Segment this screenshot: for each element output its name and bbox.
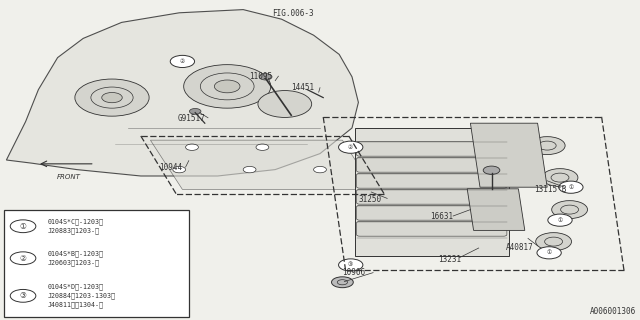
Text: ①: ① (20, 222, 26, 231)
Text: ①: ① (568, 185, 573, 190)
Text: 10966: 10966 (342, 268, 365, 277)
Circle shape (548, 214, 572, 226)
Text: 13231: 13231 (438, 255, 461, 264)
Circle shape (10, 252, 36, 265)
Circle shape (173, 166, 186, 173)
Text: ③: ③ (20, 291, 26, 300)
Text: 10944: 10944 (159, 163, 182, 172)
Text: 13115*B: 13115*B (534, 185, 567, 194)
Circle shape (170, 55, 195, 68)
Text: A40817: A40817 (506, 243, 533, 252)
Polygon shape (467, 189, 525, 230)
Circle shape (102, 92, 122, 103)
Text: 0104S*D（-1203）
J20884、1203-1303）
J40811　（1304-）: 0104S*D（-1203） J20884、1203-1303） J40811 … (47, 284, 115, 308)
Circle shape (256, 144, 269, 150)
Text: ①: ① (557, 218, 563, 223)
Text: 0104S*B（-1203）
J20603、1203-）: 0104S*B（-1203） J20603、1203-） (47, 251, 104, 266)
Text: ①: ① (547, 250, 552, 255)
FancyBboxPatch shape (356, 173, 507, 188)
FancyBboxPatch shape (356, 141, 507, 156)
Text: 14451: 14451 (291, 83, 314, 92)
FancyBboxPatch shape (356, 205, 507, 220)
Circle shape (542, 169, 578, 187)
FancyBboxPatch shape (4, 210, 189, 317)
Circle shape (339, 141, 363, 153)
Text: A006001306: A006001306 (590, 307, 636, 316)
Circle shape (314, 166, 326, 173)
Circle shape (258, 91, 312, 117)
Circle shape (483, 166, 500, 174)
Text: ②: ② (348, 145, 353, 150)
Circle shape (332, 277, 353, 288)
Circle shape (259, 74, 272, 80)
Text: G91517: G91517 (178, 114, 205, 123)
Polygon shape (150, 140, 374, 189)
Circle shape (10, 220, 36, 233)
Circle shape (559, 181, 583, 193)
Text: 11095: 11095 (250, 72, 273, 81)
Text: ②: ② (180, 59, 185, 64)
Polygon shape (470, 123, 547, 187)
Text: 16631: 16631 (430, 212, 453, 221)
Text: 31250: 31250 (358, 195, 381, 204)
Circle shape (184, 65, 271, 108)
Circle shape (529, 137, 565, 155)
Circle shape (339, 259, 363, 271)
Circle shape (536, 233, 572, 251)
Polygon shape (6, 10, 358, 176)
Circle shape (186, 144, 198, 150)
FancyBboxPatch shape (356, 221, 507, 236)
Polygon shape (355, 128, 509, 256)
FancyBboxPatch shape (356, 157, 507, 172)
Circle shape (75, 79, 149, 116)
Circle shape (552, 201, 588, 219)
Text: ③: ③ (348, 262, 353, 268)
Text: FIG.006-3: FIG.006-3 (272, 9, 314, 18)
Text: ②: ② (20, 254, 26, 263)
Circle shape (537, 247, 561, 259)
Circle shape (243, 166, 256, 173)
Circle shape (189, 108, 201, 114)
Text: FRONT: FRONT (57, 174, 81, 180)
Circle shape (10, 289, 36, 302)
Circle shape (214, 80, 240, 93)
Text: 0104S*C（-1203）
J20883、1203-）: 0104S*C（-1203） J20883、1203-） (47, 219, 104, 234)
FancyBboxPatch shape (356, 189, 507, 204)
